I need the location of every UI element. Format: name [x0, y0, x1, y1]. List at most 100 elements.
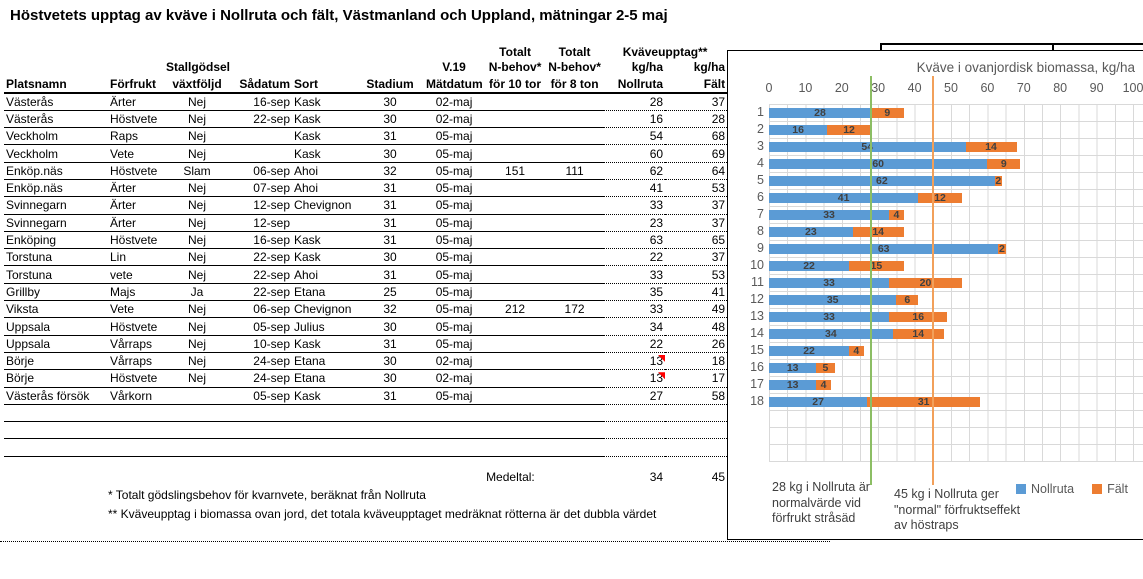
cell[interactable]: Kask: [292, 335, 356, 353]
cell[interactable]: [546, 196, 604, 215]
cell[interactable]: 53: [665, 265, 728, 284]
cell[interactable]: [546, 421, 604, 440]
header-nollruta[interactable]: Nollruta: [603, 75, 666, 94]
cell[interactable]: 17: [665, 369, 728, 388]
cell[interactable]: Torstuna: [4, 265, 108, 284]
cell[interactable]: [546, 265, 604, 284]
cell[interactable]: [164, 387, 230, 405]
header-vaxtfoljd[interactable]: växtföljd: [164, 75, 230, 94]
legend-item-nollruta[interactable]: Nollruta: [1016, 482, 1074, 496]
cell[interactable]: 49: [665, 300, 728, 319]
cell[interactable]: [484, 144, 547, 163]
cell[interactable]: 32: [356, 300, 424, 319]
cell[interactable]: 33: [603, 265, 666, 284]
cell[interactable]: [230, 404, 292, 423]
cell[interactable]: 64: [665, 162, 728, 180]
cell[interactable]: [4, 421, 108, 440]
cell[interactable]: Kask: [292, 110, 356, 129]
cell[interactable]: Nej: [164, 265, 230, 284]
bar-falt[interactable]: 6: [896, 295, 919, 305]
bar-falt[interactable]: 5: [816, 363, 835, 373]
medeltal-nollruta[interactable]: 34: [649, 469, 664, 484]
cell[interactable]: Nej: [164, 300, 230, 319]
bar-falt[interactable]: 14: [852, 227, 904, 237]
cell[interactable]: [484, 248, 547, 267]
cell[interactable]: 32: [356, 162, 424, 180]
cell[interactable]: Chevignon: [292, 196, 356, 215]
cell[interactable]: 05-maj: [424, 300, 485, 319]
cell[interactable]: [356, 438, 424, 457]
cell[interactable]: [108, 404, 164, 423]
cell[interactable]: 31: [356, 179, 424, 198]
cell[interactable]: [164, 404, 230, 423]
cell[interactable]: 18: [665, 352, 728, 371]
cell[interactable]: Nej: [164, 369, 230, 388]
bar-falt[interactable]: 9: [870, 108, 904, 118]
cell[interactable]: [484, 352, 547, 371]
cell[interactable]: 13: [603, 369, 666, 388]
cell[interactable]: [230, 144, 292, 163]
bar-falt[interactable]: 2: [994, 176, 1002, 186]
cell[interactable]: 22: [603, 335, 666, 353]
cell[interactable]: 02-maj: [424, 110, 485, 129]
cell[interactable]: [546, 387, 604, 405]
cell[interactable]: 16-sep: [230, 93, 292, 111]
cell[interactable]: [546, 438, 604, 457]
cell[interactable]: 31: [356, 127, 424, 146]
cell[interactable]: [546, 335, 604, 353]
cell[interactable]: Nej: [164, 110, 230, 129]
cell[interactable]: Raps: [108, 127, 164, 146]
cell[interactable]: 33: [603, 196, 666, 215]
cell[interactable]: 54: [603, 127, 666, 146]
header-sort[interactable]: Sort: [292, 75, 356, 94]
cell[interactable]: Uppsala: [4, 335, 108, 353]
bar-nollruta[interactable]: 35: [769, 295, 897, 305]
cell[interactable]: Majs: [108, 283, 164, 302]
cell[interactable]: 151: [484, 162, 547, 180]
cell[interactable]: [484, 214, 547, 232]
cell[interactable]: Lin: [108, 248, 164, 267]
cell[interactable]: 06-sep: [230, 300, 292, 319]
cell[interactable]: 68: [665, 127, 728, 146]
cell[interactable]: Nej: [164, 352, 230, 371]
cell[interactable]: 27: [603, 387, 666, 405]
cell[interactable]: 31: [356, 387, 424, 405]
cell[interactable]: [4, 438, 108, 457]
cell[interactable]: [546, 127, 604, 146]
header-nbehov-8[interactable]: N-behov*: [548, 60, 601, 74]
cell[interactable]: Vete: [108, 144, 164, 163]
cell[interactable]: 23: [603, 214, 666, 232]
cell[interactable]: [546, 283, 604, 302]
bar-nollruta[interactable]: 23: [769, 227, 853, 237]
cell[interactable]: Uppsala: [4, 317, 108, 336]
cell[interactable]: 58: [665, 387, 728, 405]
cell[interactable]: [665, 438, 728, 457]
cell[interactable]: [356, 404, 424, 423]
bar-nollruta[interactable]: 34: [769, 329, 893, 339]
cell[interactable]: 22-sep: [230, 248, 292, 267]
bar-falt[interactable]: 16: [889, 312, 948, 322]
bar-falt[interactable]: 14: [965, 142, 1017, 152]
cell[interactable]: Vete: [108, 300, 164, 319]
cell[interactable]: 05-sep: [230, 317, 292, 336]
cell[interactable]: Slam: [164, 162, 230, 180]
cell[interactable]: Julius: [292, 317, 356, 336]
cell[interactable]: 22-sep: [230, 110, 292, 129]
bar-nollruta[interactable]: 22: [769, 261, 850, 271]
cell[interactable]: 12-sep: [230, 214, 292, 232]
cell[interactable]: 30: [356, 110, 424, 129]
cell[interactable]: Kask: [292, 144, 356, 163]
cell[interactable]: Höstvete: [108, 317, 164, 336]
cell[interactable]: [484, 93, 547, 111]
cell[interactable]: [484, 283, 547, 302]
cell[interactable]: 31: [356, 231, 424, 250]
cell[interactable]: 22-sep: [230, 265, 292, 284]
cell[interactable]: 24-sep: [230, 369, 292, 388]
bar-falt[interactable]: 12: [918, 193, 962, 203]
bar-falt[interactable]: 2: [998, 244, 1006, 254]
cell[interactable]: 37: [665, 196, 728, 215]
cell[interactable]: Torstuna: [4, 248, 108, 267]
cell[interactable]: Viksta: [4, 300, 108, 319]
cell[interactable]: 31: [356, 214, 424, 232]
cell[interactable]: [546, 248, 604, 267]
